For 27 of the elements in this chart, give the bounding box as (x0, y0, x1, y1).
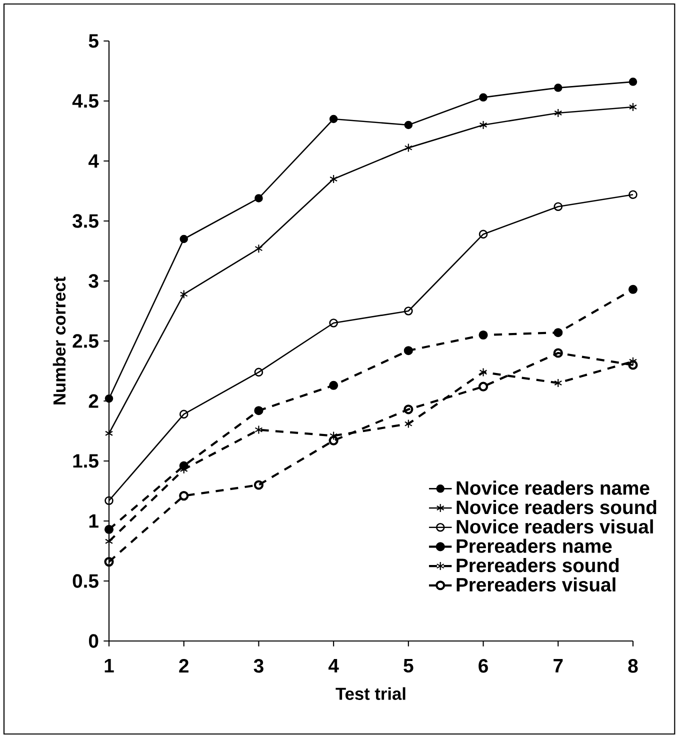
y-tick-label: 2 (89, 394, 98, 408)
x-axis-title: Test trial (336, 687, 406, 700)
x-tick-label: 4 (328, 659, 340, 672)
x-tick-label: 3 (254, 659, 264, 673)
x-tick-label: 2 (179, 659, 189, 673)
legend-label: Prereaders sound (456, 558, 619, 572)
y-tick-label: 0 (89, 634, 98, 648)
x-tick-label: 1 (105, 659, 114, 672)
y-axis-title: Number correct (53, 276, 66, 404)
legend-label: Novice readers name (456, 480, 650, 495)
legend-label: Prereaders visual (456, 577, 616, 592)
legend-label: Novice readers visual (456, 519, 654, 534)
legend-label: Prereaders name (456, 538, 612, 553)
x-tick-label: 7 (554, 659, 563, 672)
x-tick-label: 8 (628, 659, 638, 673)
x-tick-label: 6 (478, 659, 488, 673)
y-tick-label: 1.5 (73, 454, 99, 468)
y-tick-label: 3.5 (72, 214, 99, 228)
y-tick-label: 4.5 (72, 94, 99, 108)
y-tick-label: 4 (88, 154, 100, 168)
legend-label: Novice readers sound (456, 500, 656, 514)
y-tick-label: 1 (90, 514, 99, 528)
y-tick-label: 3 (88, 274, 98, 288)
x-tick-label: 5 (404, 659, 414, 673)
y-tick-label: 5 (88, 34, 99, 48)
y-tick-label: 0.5 (73, 574, 99, 588)
y-tick-label: 2.5 (72, 334, 99, 348)
